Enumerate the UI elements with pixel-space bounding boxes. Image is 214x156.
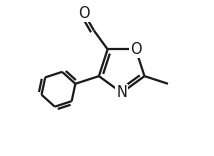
Text: O: O [78,6,90,21]
Text: O: O [130,42,142,57]
Text: N: N [116,85,127,100]
